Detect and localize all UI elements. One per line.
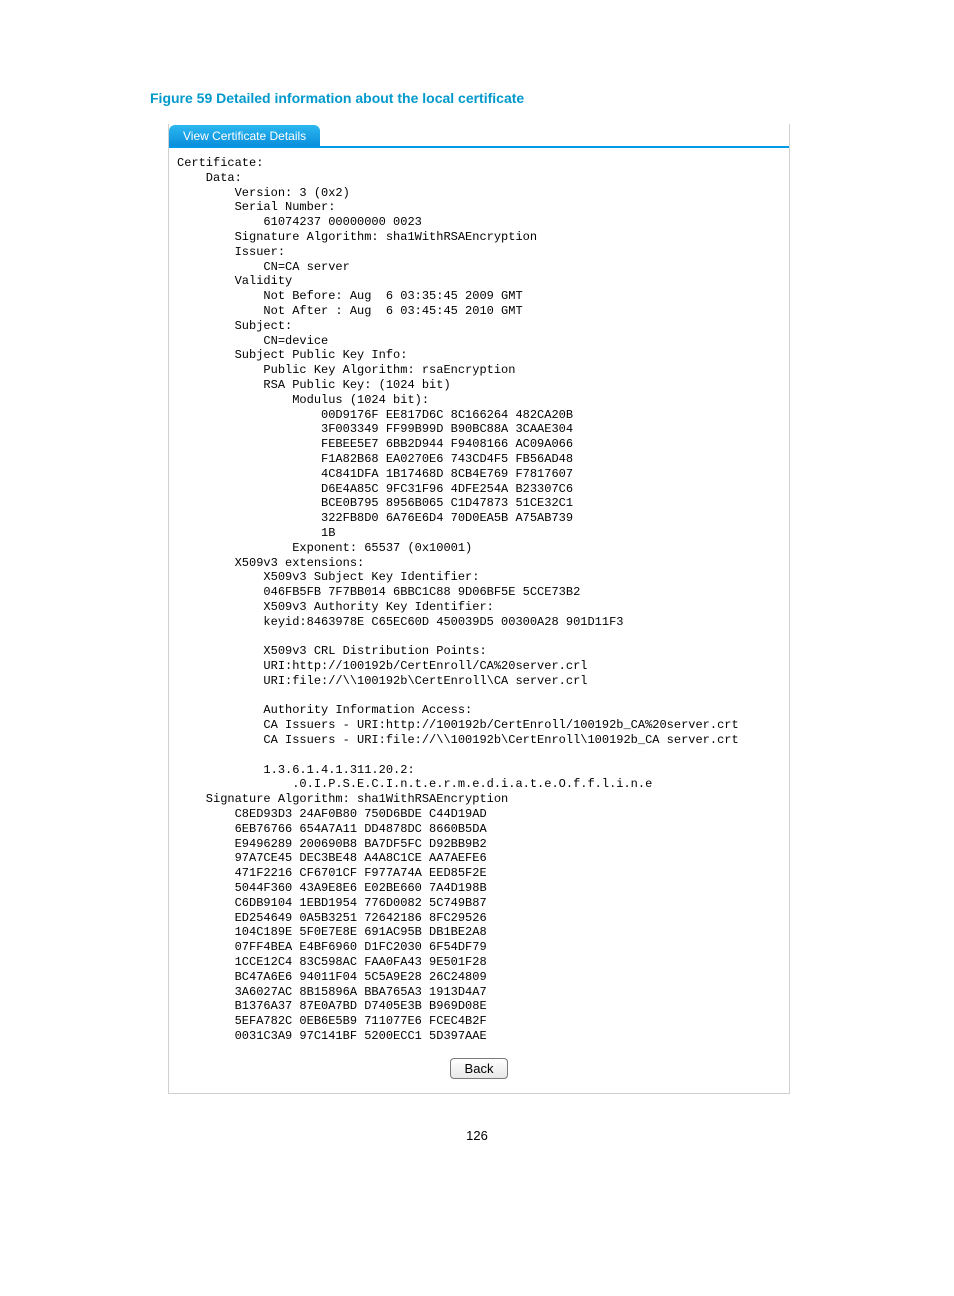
back-button[interactable]: Back	[450, 1058, 509, 1079]
tab-view-certificate[interactable]: View Certificate Details	[169, 125, 320, 146]
page-number: 126	[150, 1128, 804, 1143]
certificate-body: Certificate: Data: Version: 3 (0x2) Seri…	[169, 148, 789, 1093]
certificate-text: Certificate: Data: Version: 3 (0x2) Seri…	[177, 156, 781, 1044]
tab-bar: View Certificate Details	[169, 124, 789, 148]
certificate-panel: View Certificate Details Certificate: Da…	[168, 124, 790, 1094]
back-row: Back	[177, 1058, 781, 1079]
figure-title: Figure 59 Detailed information about the…	[150, 90, 804, 106]
page-container: Figure 59 Detailed information about the…	[0, 0, 954, 1183]
